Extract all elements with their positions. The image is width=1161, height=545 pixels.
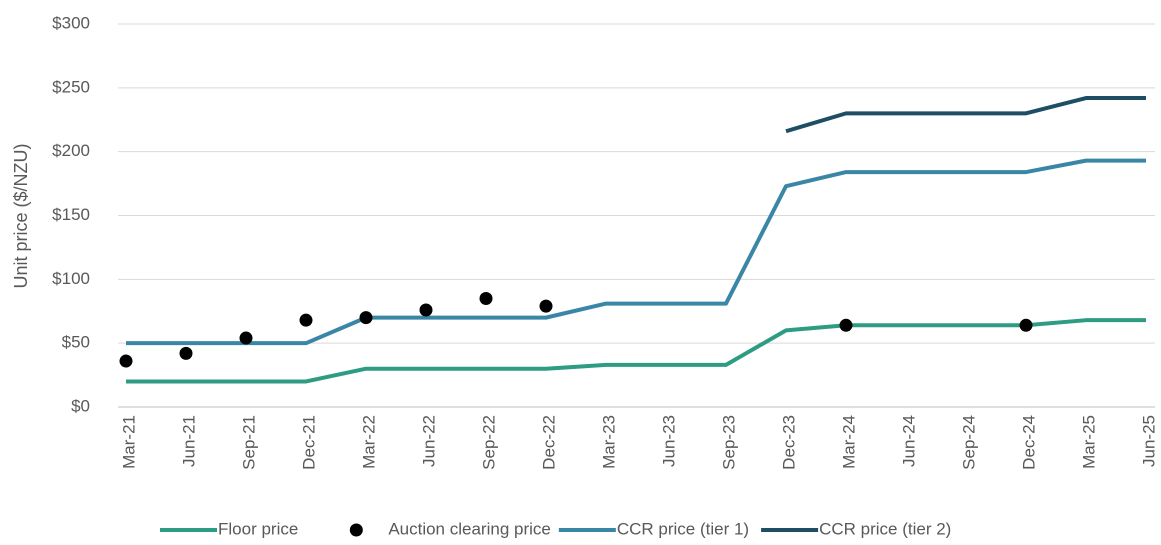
x-tick-label: Sep-21 [239, 415, 258, 470]
y-tick-label: $200 [52, 141, 90, 160]
y-axis-label: Unit price ($/NZU) [11, 143, 31, 288]
x-tick-label: Mar-25 [1079, 415, 1098, 469]
x-tick-label: Jun-24 [899, 415, 918, 467]
x-tick-label: Dec-22 [539, 415, 558, 470]
legend-label: Floor price [218, 519, 298, 538]
x-tick-label: Mar-24 [839, 415, 858, 469]
legend-marker [349, 523, 363, 537]
x-tick-label: Mar-21 [119, 415, 138, 469]
y-tick-label: $50 [62, 333, 90, 352]
data-point [539, 299, 553, 313]
x-tick-label: Mar-22 [359, 415, 378, 469]
x-tick-label: Jun-25 [1139, 415, 1158, 467]
y-tick-label: $0 [71, 396, 90, 415]
series-line [126, 158, 1146, 346]
x-tick-label: Sep-22 [479, 415, 498, 470]
x-tick-label: Dec-21 [299, 415, 318, 470]
data-point [299, 313, 313, 327]
data-point [359, 311, 373, 325]
y-tick-label: $100 [52, 269, 90, 288]
y-tick-label: $150 [52, 205, 90, 224]
legend-label: CCR price (tier 1) [617, 519, 749, 538]
legend-label: Auction clearing price [388, 519, 551, 538]
data-point [419, 303, 433, 317]
x-tick-label: Jun-21 [179, 415, 198, 467]
x-tick-label: Sep-24 [959, 415, 978, 470]
data-point [1019, 318, 1033, 332]
x-tick-label: Sep-23 [719, 415, 738, 470]
series-line [126, 318, 1146, 384]
x-tick-label: Jun-22 [419, 415, 438, 467]
data-point [839, 318, 853, 332]
legend-label: CCR price (tier 2) [819, 519, 951, 538]
y-tick-label: $250 [52, 77, 90, 96]
x-tick-label: Mar-23 [599, 415, 618, 469]
x-tick-label: Jun-23 [659, 415, 678, 467]
x-tick-label: Dec-24 [1019, 415, 1038, 470]
data-point [479, 291, 493, 305]
series-line [785, 96, 1146, 134]
x-tick-label: Dec-23 [779, 415, 798, 470]
data-point [179, 346, 193, 360]
data-point [119, 354, 133, 368]
data-point [239, 331, 253, 345]
y-tick-label: $300 [52, 13, 90, 32]
